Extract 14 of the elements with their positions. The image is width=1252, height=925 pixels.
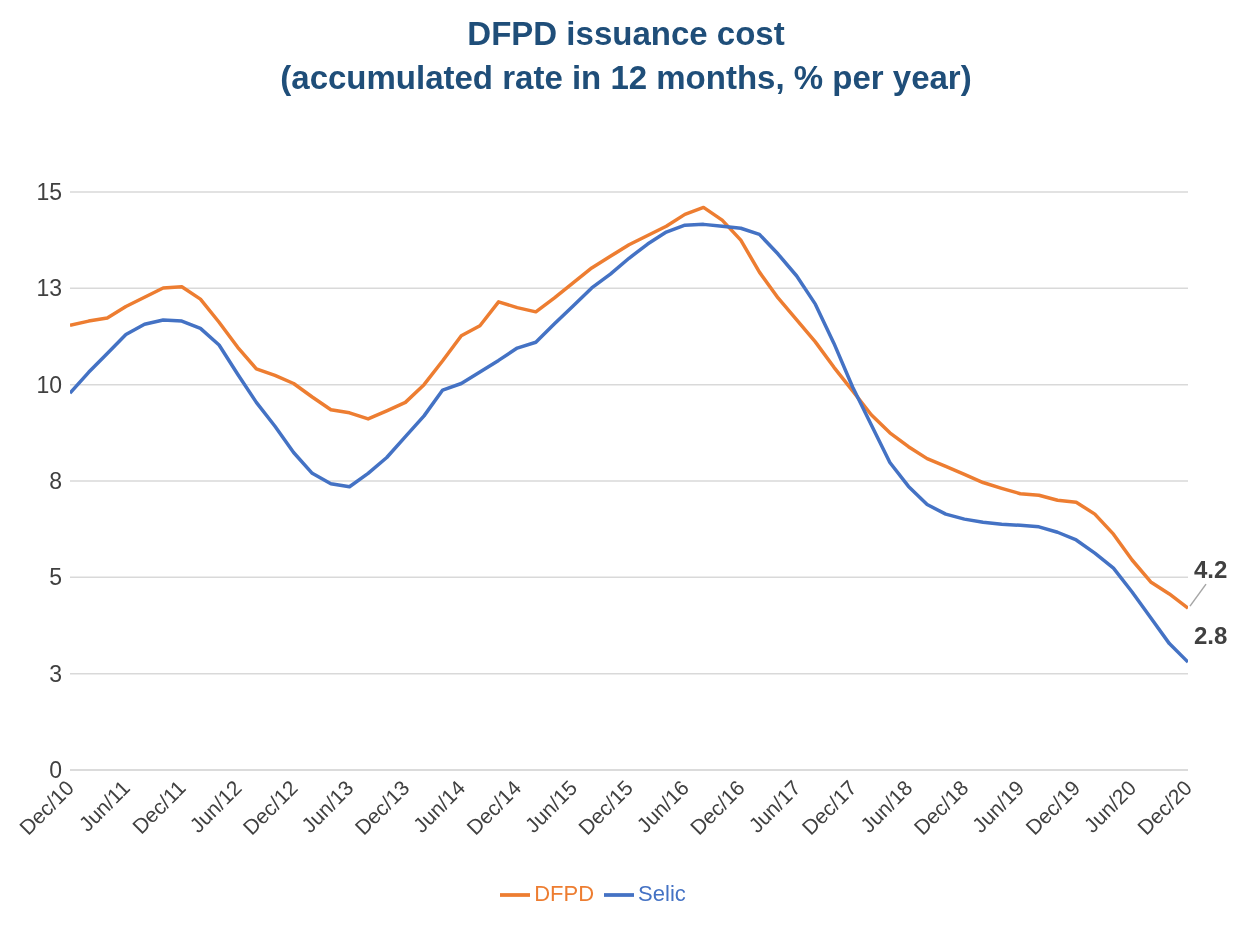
annotation: 2.8 — [1194, 622, 1228, 650]
line-series — [70, 205, 1188, 610]
y-tick-label: 8 — [49, 468, 62, 495]
y-tick-label: 15 — [36, 179, 62, 206]
chart-title: DFPD issuance cost — [466, 14, 786, 54]
line-series — [70, 222, 1188, 664]
legend-label: DFPD — [534, 880, 595, 906]
y-tick-label: 3 — [49, 660, 62, 687]
annotation: 4.2 — [1194, 556, 1228, 584]
y-tick-label: 10 — [36, 371, 62, 398]
chart-subtitle: (accumulated rate in 12 months, % per year) — [279, 58, 973, 98]
legend-label: Selic — [638, 880, 686, 906]
y-tick-label: 5 — [49, 564, 62, 591]
y-tick-label: 13 — [36, 275, 62, 302]
